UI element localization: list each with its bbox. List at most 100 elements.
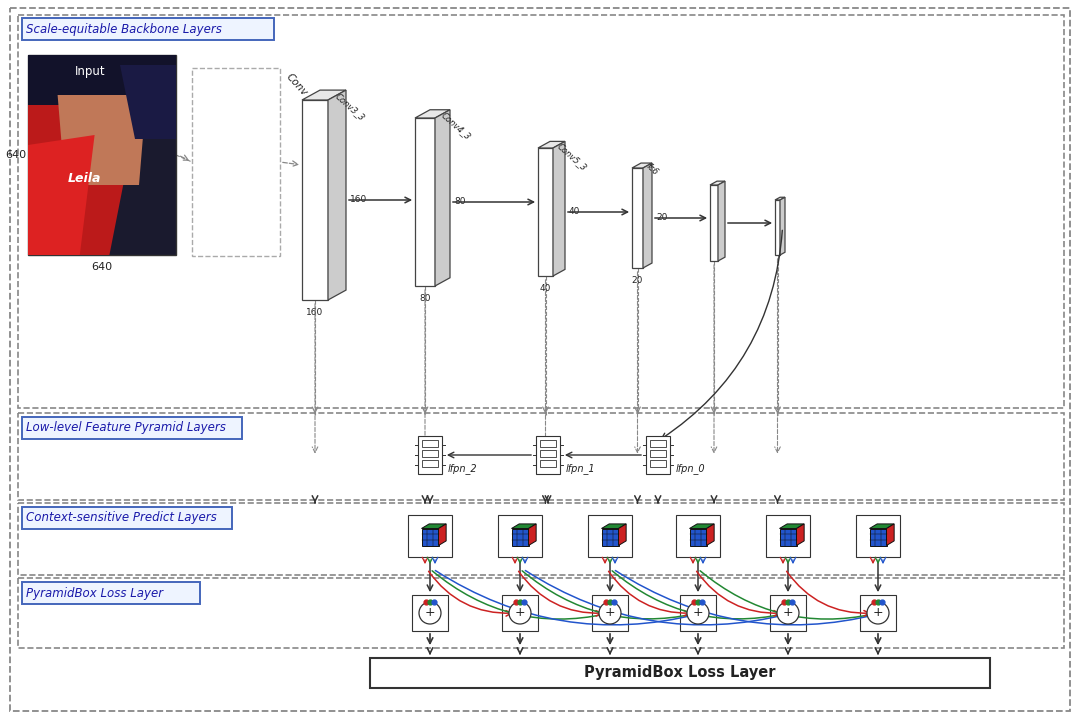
Text: Low-level Feature Pyramid Layers: Low-level Feature Pyramid Layers (26, 421, 226, 434)
Text: +: + (515, 607, 525, 620)
Polygon shape (28, 135, 95, 255)
Polygon shape (28, 105, 139, 255)
Text: PyramidBox Loss Layer: PyramidBox Loss Layer (26, 587, 163, 600)
Text: Conv3_3: Conv3_3 (334, 91, 367, 122)
Polygon shape (421, 528, 438, 546)
Text: Conv: Conv (284, 72, 309, 99)
Bar (18, 578, 1064, 648)
Bar (418, 436, 442, 475)
Bar (646, 436, 670, 475)
Text: 80: 80 (454, 198, 465, 206)
Text: +: + (692, 607, 703, 620)
Polygon shape (415, 110, 450, 118)
Polygon shape (718, 181, 725, 261)
Bar (22, 18, 274, 40)
Circle shape (777, 602, 799, 624)
Text: Conv4_3: Conv4_3 (440, 111, 472, 142)
Text: 160: 160 (350, 196, 367, 204)
Bar (370, 658, 990, 688)
Circle shape (599, 602, 621, 624)
Polygon shape (780, 528, 797, 546)
Polygon shape (302, 100, 328, 300)
Polygon shape (553, 142, 565, 276)
Polygon shape (602, 528, 619, 546)
Text: Scale-equitable Backbone Layers: Scale-equitable Backbone Layers (26, 22, 221, 35)
Bar (592, 595, 627, 631)
Text: PyramidBox Loss Layer: PyramidBox Loss Layer (584, 666, 775, 680)
Polygon shape (435, 110, 450, 286)
Bar (856, 515, 900, 557)
Polygon shape (869, 524, 894, 528)
Bar (860, 595, 896, 631)
Bar (22, 507, 232, 529)
Polygon shape (689, 524, 714, 528)
Circle shape (867, 602, 889, 624)
Text: 40: 40 (569, 208, 580, 216)
Polygon shape (780, 524, 805, 528)
Bar (18, 413, 1064, 500)
Polygon shape (643, 163, 652, 268)
Polygon shape (415, 118, 435, 286)
Text: lfpn_1: lfpn_1 (566, 464, 596, 475)
Polygon shape (538, 142, 565, 148)
Bar (18, 15, 1064, 408)
Bar (411, 595, 448, 631)
Polygon shape (512, 524, 536, 528)
Bar (649, 450, 666, 457)
Circle shape (509, 602, 531, 624)
Bar (536, 436, 561, 475)
Bar (770, 595, 806, 631)
Polygon shape (619, 524, 626, 546)
Polygon shape (302, 90, 346, 100)
Polygon shape (710, 181, 725, 185)
Text: Input: Input (75, 65, 106, 78)
Polygon shape (775, 197, 785, 200)
Text: Conv5_3: Conv5_3 (556, 142, 589, 173)
Text: +: + (605, 607, 616, 620)
Text: fc6: fc6 (645, 162, 660, 178)
Text: 640: 640 (92, 262, 112, 272)
Bar (676, 515, 720, 557)
Polygon shape (797, 524, 805, 546)
Polygon shape (538, 148, 553, 276)
Circle shape (687, 602, 708, 624)
Bar (540, 450, 556, 457)
Text: 40: 40 (540, 284, 551, 293)
Text: Context-sensitive Predict Layers: Context-sensitive Predict Layers (26, 511, 217, 524)
Bar (22, 582, 200, 604)
Bar (408, 515, 453, 557)
Bar (192, 68, 280, 256)
Polygon shape (706, 524, 714, 546)
Polygon shape (632, 163, 652, 168)
Text: lfpn_2: lfpn_2 (448, 464, 477, 475)
Polygon shape (438, 524, 446, 546)
Polygon shape (120, 65, 176, 139)
Bar (421, 441, 438, 447)
Polygon shape (602, 524, 626, 528)
Circle shape (419, 602, 441, 624)
Text: Leila: Leila (68, 173, 100, 186)
Polygon shape (328, 90, 346, 300)
Bar (649, 441, 666, 447)
Bar (680, 595, 716, 631)
Text: 640: 640 (5, 150, 27, 160)
Bar (28, 55, 176, 255)
Polygon shape (512, 528, 528, 546)
Text: 20: 20 (656, 214, 667, 222)
Text: 160: 160 (307, 308, 324, 317)
Polygon shape (421, 524, 446, 528)
Polygon shape (869, 528, 887, 546)
Text: +: + (424, 607, 435, 620)
Polygon shape (887, 524, 894, 546)
Bar (421, 460, 438, 467)
Text: 20: 20 (632, 276, 644, 285)
Text: +: + (783, 607, 794, 620)
Bar (649, 460, 666, 467)
Polygon shape (775, 200, 780, 255)
Bar (28, 55, 176, 125)
Bar (766, 515, 810, 557)
Text: 80: 80 (419, 294, 431, 303)
Polygon shape (528, 524, 536, 546)
Bar (588, 515, 632, 557)
Bar (18, 503, 1064, 575)
